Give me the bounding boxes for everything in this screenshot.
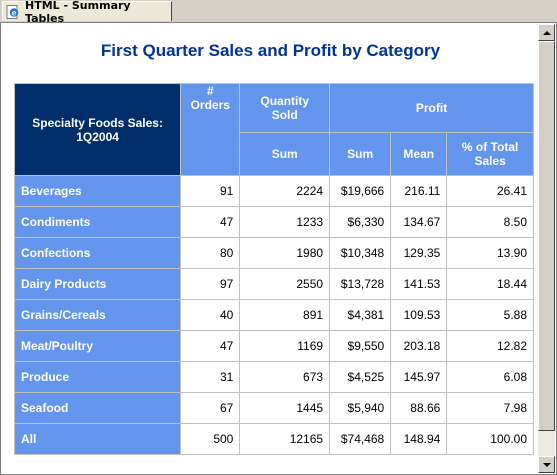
cell-profit-sum: $5,940: [330, 393, 391, 423]
cell-orders: 40: [181, 300, 240, 330]
row-category: Confections: [15, 238, 181, 268]
cell-quantity: 673: [240, 362, 330, 392]
cell-quantity: 2224: [240, 176, 330, 206]
table-row-total: All 500 12165 $74,468 148.94 100.00: [15, 424, 533, 454]
cell-profit-mean: 109.53: [391, 300, 447, 330]
cell-profit-sum: $9,550: [330, 331, 391, 361]
cell-orders: 91: [181, 176, 240, 206]
svg-text:e: e: [11, 7, 16, 17]
cell-profit-mean: 88.66: [391, 393, 447, 423]
cell-profit-pct: 26.41: [447, 176, 533, 206]
header-quantity: Quantity Sold: [240, 84, 330, 132]
table-row: Condiments 47 1233 $6,330 134.67 8.50: [15, 207, 533, 237]
header-orders: # Orders: [181, 84, 240, 175]
cell-orders: 47: [181, 207, 240, 237]
cell-quantity: 891: [240, 300, 330, 330]
row-category: All: [15, 424, 181, 454]
table-row: Meat/Poultry 47 1169 $9,550 203.18 12.82: [15, 331, 533, 361]
header-profit-pct: % of Total Sales: [447, 133, 533, 175]
cell-quantity: 1169: [240, 331, 330, 361]
row-category: Dairy Products: [15, 269, 181, 299]
cell-profit-sum: $74,468: [330, 424, 391, 454]
cell-profit-pct: 5.88: [447, 300, 533, 330]
cell-quantity: 1445: [240, 393, 330, 423]
vertical-scrollbar[interactable]: [538, 24, 555, 473]
cell-profit-mean: 134.67: [391, 207, 447, 237]
ie-page-icon: e: [6, 4, 20, 19]
cell-quantity: 1980: [240, 238, 330, 268]
table-row: Beverages 91 2224 $19,666 216.11 26.41: [15, 176, 533, 206]
arrow-down-icon: [542, 462, 551, 467]
row-category: Meat/Poultry: [15, 331, 181, 361]
cell-profit-sum: $4,525: [330, 362, 391, 392]
row-category: Beverages: [15, 176, 181, 206]
cell-quantity: 12165: [240, 424, 330, 454]
cell-profit-mean: 148.94: [391, 424, 447, 454]
tab-strip: e HTML - Summary Tables: [0, 0, 557, 25]
cell-orders: 97: [181, 269, 240, 299]
row-category: Produce: [15, 362, 181, 392]
header-profit-mean: Mean: [391, 133, 447, 175]
row-category: Condiments: [15, 207, 181, 237]
corner-label: Specialty Foods Sales: 1Q2004: [15, 84, 181, 175]
cell-profit-pct: 8.50: [447, 207, 533, 237]
cell-quantity: 2550: [240, 269, 330, 299]
row-category: Seafood: [15, 393, 181, 423]
cell-profit-mean: 145.97: [391, 362, 447, 392]
cell-orders: 500: [181, 424, 240, 454]
cell-quantity: 1233: [240, 207, 330, 237]
browser-frame: First Quarter Sales and Profit by Catego…: [0, 22, 557, 475]
cell-orders: 80: [181, 238, 240, 268]
report-title: First Quarter Sales and Profit by Catego…: [100, 41, 441, 60]
cell-orders: 67: [181, 393, 240, 423]
cell-profit-mean: 203.18: [391, 331, 447, 361]
cell-profit-pct: 13.90: [447, 238, 533, 268]
summary-table: Specialty Foods Sales: 1Q2004 # Orders Q…: [14, 83, 534, 455]
table-row: Confections 80 1980 $10,348 129.35 13.90: [15, 238, 533, 268]
cell-profit-pct: 12.82: [447, 331, 533, 361]
cell-profit-mean: 141.53: [391, 269, 447, 299]
header-quantity-sum: Sum: [240, 133, 330, 175]
arrow-up-icon: [542, 30, 551, 35]
cell-profit-pct: 6.08: [447, 362, 533, 392]
cell-profit-mean: 129.35: [391, 238, 447, 268]
table-row: Seafood 67 1445 $5,940 88.66 7.98: [15, 393, 533, 423]
scrollbar-thumb[interactable]: [538, 41, 555, 431]
report-content: First Quarter Sales and Profit by Catego…: [3, 25, 538, 473]
header-profit: Profit: [330, 84, 533, 132]
tab-label: HTML - Summary Tables: [25, 0, 131, 25]
cell-profit-sum: $10,348: [330, 238, 391, 268]
cell-profit-pct: 100.00: [447, 424, 533, 454]
cell-orders: 47: [181, 331, 240, 361]
cell-profit-sum: $6,330: [330, 207, 391, 237]
table-row: Produce 31 673 $4,525 145.97 6.08: [15, 362, 533, 392]
table-row: Dairy Products 97 2550 $13,728 141.53 18…: [15, 269, 533, 299]
cell-profit-pct: 7.98: [447, 393, 533, 423]
table-row: Grains/Cereals 40 891 $4,381 109.53 5.88: [15, 300, 533, 330]
tab-summary-tables[interactable]: e HTML - Summary Tables: [2, 0, 172, 25]
cell-profit-sum: $13,728: [330, 269, 391, 299]
row-category: Grains/Cereals: [15, 300, 181, 330]
scroll-down-button[interactable]: [538, 456, 555, 473]
header-profit-sum: Sum: [330, 133, 391, 175]
cell-profit-mean: 216.11: [391, 176, 447, 206]
cell-profit-pct: 18.44: [447, 269, 533, 299]
cell-profit-sum: $4,381: [330, 300, 391, 330]
scroll-up-button[interactable]: [538, 24, 555, 41]
cell-profit-sum: $19,666: [330, 176, 391, 206]
cell-orders: 31: [181, 362, 240, 392]
